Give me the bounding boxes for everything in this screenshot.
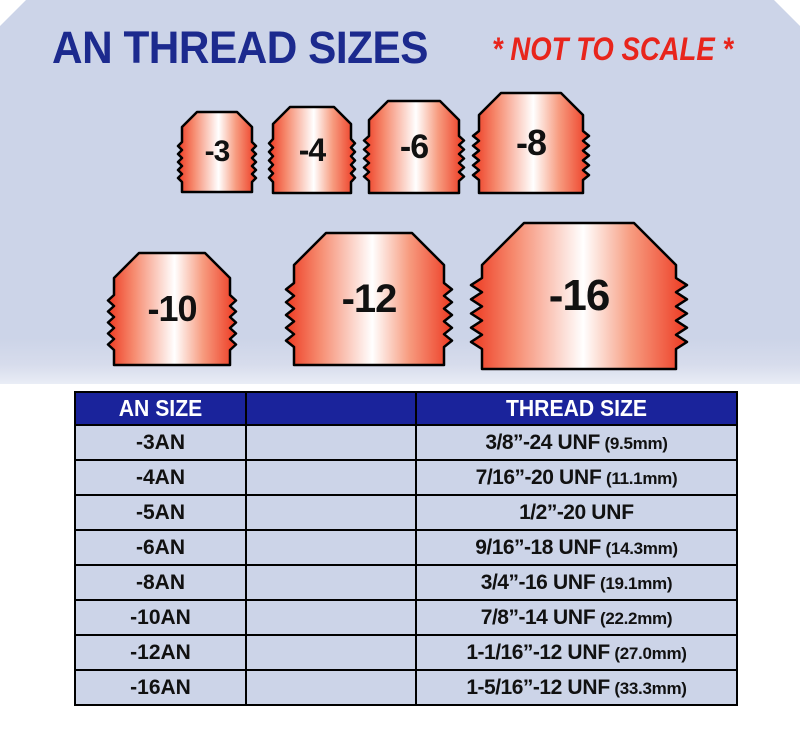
cell-spacer xyxy=(245,494,417,531)
cell-an-size: -8AN xyxy=(74,564,247,601)
table-header: AN SIZE THREAD SIZE xyxy=(74,391,738,426)
table-body: -3AN 3/8”-24 UNF (9.5mm) -4AN 7/16”-20 UNF … xyxy=(74,424,738,706)
thread-dimension: 9/16”-18 xyxy=(475,535,553,559)
fitting-shape-an4: -4 xyxy=(267,105,357,195)
cell-an-size: -10AN xyxy=(74,599,247,636)
thread-dimension: 7/16”-20 xyxy=(475,465,554,489)
cell-thread-size: 7/16”-20 UNF (11.1mm) xyxy=(415,459,738,496)
fitting-silhouette-graphic xyxy=(284,231,454,367)
thread-metric: (22.2mm) xyxy=(595,608,673,628)
cell-an-size: -3AN xyxy=(74,424,247,461)
thread-dimension: 7/8”-14 xyxy=(480,605,548,629)
cell-thread-size: 7/8”-14 UNF (22.2mm) xyxy=(415,599,738,636)
table-row: -16AN 1-5/16”-12 UNF (33.3mm) xyxy=(74,669,738,706)
column-header-spacer xyxy=(245,391,417,426)
fitting-shape-an6: -6 xyxy=(362,99,466,195)
cell-spacer xyxy=(245,564,417,601)
thread-metric: (27.0mm) xyxy=(609,643,687,663)
thread-dimension: 1/2”-20 xyxy=(519,500,586,524)
cell-spacer xyxy=(245,634,417,671)
fitting-silhouette-graphic xyxy=(469,221,689,371)
cell-an-size: -6AN xyxy=(74,529,247,566)
fitting-shape-an16: -16 xyxy=(469,221,689,371)
thread-dimension: 1-1/16”-12 xyxy=(466,640,562,664)
fitting-silhouette-graphic xyxy=(176,110,258,194)
fitting-silhouette-graphic xyxy=(106,251,238,367)
cell-spacer xyxy=(245,459,417,496)
cell-an-size: -16AN xyxy=(74,669,247,706)
thread-standard: UNF xyxy=(551,430,601,454)
column-header-an-size: AN SIZE xyxy=(74,391,247,426)
cell-thread-size: 9/16”-18 UNF (14.3mm) xyxy=(415,529,738,566)
cell-an-size: -5AN xyxy=(74,494,247,531)
thread-standard: UNF xyxy=(561,640,610,664)
cell-an-size: -12AN xyxy=(74,634,247,671)
table-row: -4AN 7/16”-20 UNF (11.1mm) xyxy=(74,459,738,496)
fitting-silhouette-graphic xyxy=(362,99,466,195)
thread-metric: (11.1mm) xyxy=(601,468,678,488)
thread-size-table: AN SIZE THREAD SIZE -3AN 3/8”-24 UNF (9.5… xyxy=(74,391,738,706)
cell-thread-size: 3/8”-24 UNF (9.5mm) xyxy=(415,424,738,461)
cell-spacer xyxy=(245,529,417,566)
thread-standard: UNF xyxy=(553,465,602,489)
thread-metric: (14.3mm) xyxy=(601,538,679,558)
table-row: -5AN 1/2”-20 UNF xyxy=(74,494,738,531)
table-row: -8AN 3/4”-16 UNF (19.1mm) xyxy=(74,564,738,601)
column-header-an-size-label: AN SIZE xyxy=(118,395,203,421)
thread-dimension: 1-5/16”-12 xyxy=(466,675,562,699)
fitting-shape-an12: -12 xyxy=(284,231,454,367)
fitting-shape-an10: -10 xyxy=(106,251,238,367)
thread-standard: UNF xyxy=(547,605,596,629)
thread-metric: (9.5mm) xyxy=(600,433,668,453)
cell-thread-size: 1-1/16”-12 UNF (27.0mm) xyxy=(415,634,738,671)
thread-metric: (33.3mm) xyxy=(609,678,687,698)
fitting-silhouette-graphic xyxy=(471,91,591,195)
thread-standard: UNF xyxy=(585,500,634,524)
cell-spacer xyxy=(245,424,417,461)
fitting-shape-an8: -8 xyxy=(471,91,591,195)
thread-metric: (19.1mm) xyxy=(595,573,673,593)
cell-spacer xyxy=(245,669,417,706)
thread-standard: UNF xyxy=(552,535,602,559)
page-title: AN THREAD SIZES xyxy=(52,22,429,73)
column-header-thread-size: THREAD SIZE xyxy=(415,391,738,426)
not-to-scale-note: * NOT TO SCALE * xyxy=(492,31,734,67)
cell-thread-size: 3/4”-16 UNF (19.1mm) xyxy=(415,564,738,601)
table-row: -12AN 1-1/16”-12 UNF (27.0mm) xyxy=(74,634,738,671)
table-row: -10AN 7/8”-14 UNF (22.2mm) xyxy=(74,599,738,636)
cell-thread-size: 1/2”-20 UNF xyxy=(415,494,738,531)
cell-thread-size: 1-5/16”-12 UNF (33.3mm) xyxy=(415,669,738,706)
thread-dimension: 3/8”-24 xyxy=(485,430,552,454)
column-header-thread-size-label: THREAD SIZE xyxy=(505,395,648,421)
thread-standard: UNF xyxy=(547,570,596,594)
table-header-row: AN SIZE THREAD SIZE xyxy=(74,391,738,426)
table-row: -6AN 9/16”-18 UNF (14.3mm) xyxy=(74,529,738,566)
thread-size-table-wrapper: AN SIZE THREAD SIZE -3AN 3/8”-24 UNF (9.5… xyxy=(74,391,738,706)
thread-standard: UNF xyxy=(561,675,610,699)
thread-dimension: 3/4”-16 xyxy=(480,570,548,594)
fitting-silhouette-graphic xyxy=(267,105,357,195)
table-row: -3AN 3/8”-24 UNF (9.5mm) xyxy=(74,424,738,461)
cell-an-size: -4AN xyxy=(74,459,247,496)
cell-spacer xyxy=(245,599,417,636)
fitting-shape-an3: -3 xyxy=(176,110,258,194)
